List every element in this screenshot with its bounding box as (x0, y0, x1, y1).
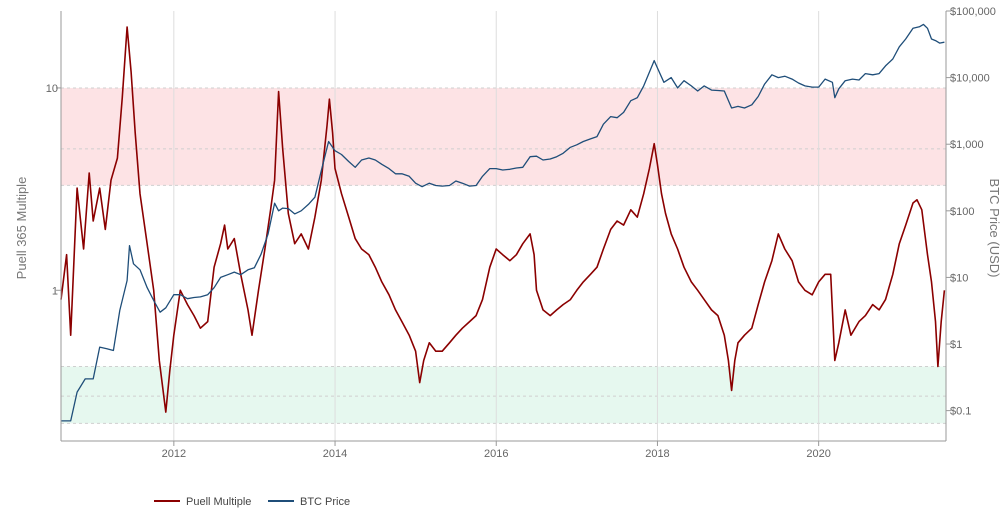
y-right-tick-label: $100,000 (950, 6, 996, 18)
legend: Puell Multiple BTC Price (154, 496, 350, 508)
y-right-tick-label: $10,000 (950, 73, 990, 85)
legend-label-puell: Puell Multiple (186, 496, 251, 508)
y-left-tick-label: 10 (46, 83, 58, 95)
axes: 2012 2014 2016 2018 2020 1 10 $0.1 $1 $10 $100 $1,0… (46, 6, 996, 460)
y-right-tick-label: $100 (950, 206, 974, 218)
x-tick-label: 2014 (323, 448, 347, 460)
series-line-btc-price (61, 23, 945, 422)
legend-item-puell[interactable]: Puell Multiple (154, 496, 251, 508)
zone-band-0 (61, 87, 946, 186)
right-axis-title: BTC Price (USD) (987, 179, 1000, 278)
y-right-tick-label: $10 (950, 272, 968, 284)
x-tick-label: 2012 (162, 448, 186, 460)
zone-bands (61, 87, 946, 424)
x-tick-label: 2020 (806, 448, 830, 460)
legend-item-btc[interactable]: BTC Price (268, 496, 350, 508)
series-line-puell-multiple (60, 26, 946, 413)
y-left-tick-label: 1 (52, 285, 58, 297)
y-right-tick-label: $1,000 (950, 139, 984, 151)
series-layer (60, 23, 946, 422)
y-right-tick-label: $0.1 (950, 406, 971, 418)
left-axis-title: Puell 365 Multiple (14, 177, 29, 280)
legend-label-btc: BTC Price (300, 496, 350, 508)
x-tick-label: 2016 (484, 448, 508, 460)
x-tick-label: 2018 (645, 448, 669, 460)
zone-band-1 (61, 366, 946, 424)
y-right-tick-label: $1 (950, 339, 962, 351)
grid-lines (173, 11, 820, 441)
